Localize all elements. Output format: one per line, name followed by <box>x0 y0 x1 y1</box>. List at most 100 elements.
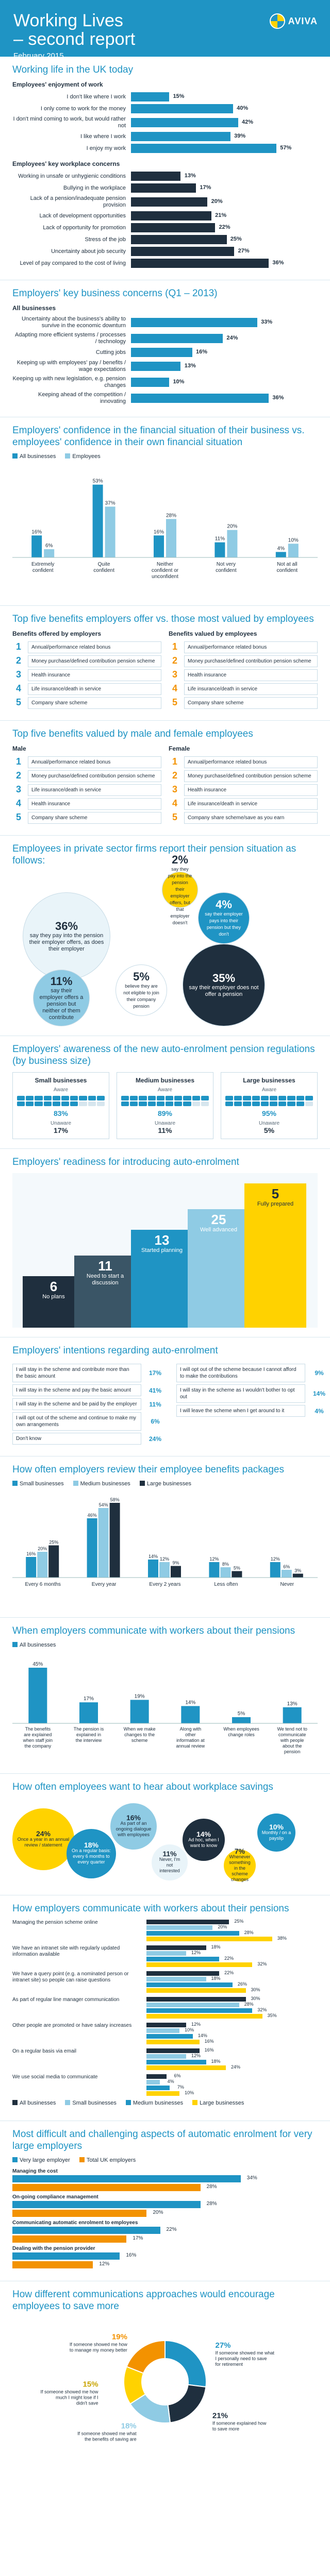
tick-label: confident <box>277 568 298 573</box>
awareness-cards: Small businesses Aware 83% Unaware 17% Medium… <box>12 1072 318 1139</box>
unaware-label: Unaware <box>258 1121 280 1126</box>
intention-value: 6% <box>151 1418 160 1425</box>
list-item-label: Annual/performance related bonus <box>28 641 161 653</box>
pip <box>156 1101 164 1106</box>
bar <box>148 1560 158 1578</box>
bar-track: 21% <box>131 211 318 221</box>
aware-value: 95% <box>261 1109 277 1117</box>
bar <box>131 172 181 181</box>
data-label: 32% <box>257 1961 267 1967</box>
pip <box>79 1101 87 1106</box>
bar-label: Lack of a pension/inadequate pension pro… <box>30 195 126 208</box>
slice-label: to manage my money better <box>70 2347 127 2352</box>
data-label: 13% <box>184 173 196 179</box>
readiness-step: 13 Started planning <box>131 1230 193 1328</box>
rank-number: 4 <box>15 798 21 808</box>
method-bars: 12% 10% 14% 16% <box>146 2022 318 2045</box>
tick-label: changes to the <box>124 1732 155 1737</box>
bar-track: 24% <box>131 334 318 343</box>
data-label: 8% <box>222 1562 229 1567</box>
section-title: Most difficult and challenging aspects o… <box>12 2129 312 2151</box>
bar-row: Bullying in the workplace 17% <box>12 183 318 193</box>
pip <box>61 1101 70 1106</box>
tick-label: confident <box>32 568 54 573</box>
list-item: 1 Annual/performance related bonus <box>12 641 161 653</box>
bar <box>31 535 42 557</box>
bubble-value: 18% <box>84 1841 99 1849</box>
list-item-label: Health insurance <box>28 669 161 681</box>
method-group: Managing the pension scheme online 25% 20%… <box>12 1919 318 1942</box>
rank-number: 5 <box>172 697 177 707</box>
pip <box>260 1096 269 1100</box>
data-label: 13% <box>287 1701 298 1707</box>
list-item: 2 Money purchase/defined contribution pen… <box>12 655 161 667</box>
confidence-chart: 16%6%Extremelyconfident53%37%Quiteconfid… <box>12 479 318 580</box>
slice-label: If someone showed me what <box>77 2431 137 2436</box>
list-item: 5 Company share scheme/save as you earn <box>169 812 318 824</box>
pip <box>192 1101 200 1106</box>
list-item: 5 Company share scheme <box>12 812 161 824</box>
aware-label: Aware <box>53 1087 69 1093</box>
rank-number: 3 <box>15 784 21 794</box>
rank-number: 4 <box>172 798 177 808</box>
legend-item: Small businesses <box>12 1481 64 1487</box>
readiness-steps: 6 No plans 11 Need to start a discussion 13 S… <box>12 1173 318 1328</box>
tick-label: confident <box>216 568 237 573</box>
bar-row: Lack of opportunity for promotion 22% <box>12 223 318 232</box>
awareness-card: Small businesses Aware 83% Unaware 17% <box>12 1072 109 1139</box>
legend-item: Total UK employers <box>79 2157 136 2163</box>
tick-label: confident <box>93 568 114 573</box>
bubble-text: On a regular basis: every 6 months to ev… <box>71 1848 111 1865</box>
data-label: 12% <box>271 1556 280 1562</box>
unaware-value: 11% <box>158 1126 172 1134</box>
list-item: 4 Health insurance <box>12 798 161 810</box>
bar <box>131 362 181 371</box>
pip <box>305 1101 313 1106</box>
bar <box>105 506 116 557</box>
data-label: 54% <box>99 1502 108 1507</box>
legend-item: Small businesses <box>65 2100 117 2106</box>
data-label: 18% <box>121 2421 137 2430</box>
bar-row: Level of pay compared to the cost of liv… <box>12 259 318 268</box>
pip <box>225 1101 234 1106</box>
concerns-bars: Working in unsafe or unhygienic conditio… <box>12 172 318 268</box>
data-label: 20% <box>153 2210 163 2215</box>
bubble-value: 4% <box>216 898 232 911</box>
data-label: 28% <box>244 1930 254 1935</box>
review-legend: Small businesses Medium businesses Large… <box>12 1481 318 1487</box>
data-label: 24% <box>226 335 238 341</box>
list-item: 3 Health insurance <box>12 669 161 681</box>
communication-method-bars: Managing the pension scheme online 25% 20%… <box>12 1919 318 2097</box>
pip <box>156 1096 164 1100</box>
slice-label: for retirement <box>216 2362 243 2367</box>
list-item-label: Annual/performance related bonus <box>184 756 318 768</box>
bar: 22% <box>146 1956 234 1961</box>
data-label: 17% <box>133 2235 143 2241</box>
section-title: Top five benefits employers offer vs. th… <box>12 614 314 624</box>
bar-track: 39% <box>131 132 318 141</box>
rank-number: 5 <box>15 812 21 822</box>
bar-track: 13% <box>131 362 318 371</box>
pip <box>17 1096 25 1100</box>
savings-bubble: 18% On a regular basis: every 6 months to… <box>67 1829 116 1878</box>
confidence-legend: All businesses Employees <box>12 453 318 460</box>
data-label: 12% <box>160 1556 169 1562</box>
method-label: Managing the pension scheme online <box>12 1920 98 1925</box>
challenge-group: Managing the cost 34% 28% <box>12 2168 318 2191</box>
pip <box>121 1096 129 1100</box>
step-label: Started planning <box>141 1247 183 1253</box>
bar: 24% <box>146 2064 240 2070</box>
rank-number: 3 <box>172 784 177 794</box>
data-label: 5% <box>238 1711 245 1717</box>
intention-row: I will stay in the scheme and be paid by… <box>12 1398 169 1410</box>
data-label: 19% <box>135 1693 145 1699</box>
bar: 16% <box>146 2039 214 2044</box>
data-label: 25% <box>230 236 242 242</box>
data-label: 30% <box>251 1996 260 2001</box>
bar: 25% <box>146 1919 243 1924</box>
list-item: 1 Annual/performance related bonus <box>169 641 318 653</box>
tick-label: about the <box>283 1743 302 1749</box>
section-title: Employers' key business concerns (Q1 – 2… <box>12 288 218 299</box>
data-label: 45% <box>32 1662 43 1667</box>
